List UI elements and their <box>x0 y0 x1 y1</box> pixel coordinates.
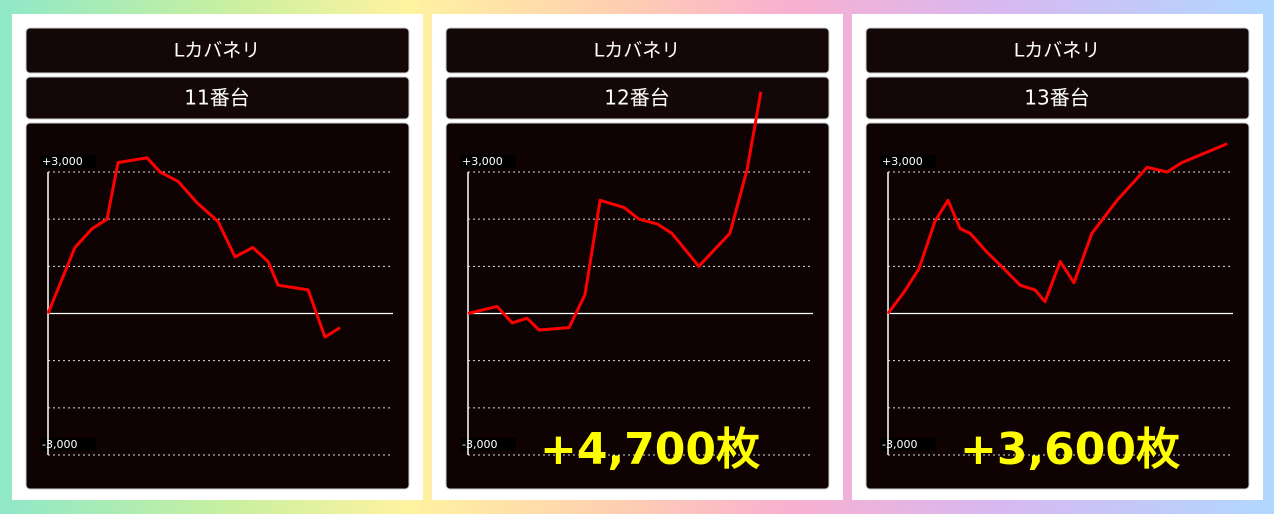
title: Lカバネリ <box>1014 40 1101 62</box>
tick-label-bg <box>460 438 516 451</box>
annotation: +3,600枚 <box>960 424 1180 475</box>
tick-label-bg <box>880 155 936 168</box>
y-tick-label: +3,000 <box>882 155 923 168</box>
data-line <box>46 156 341 339</box>
data-line <box>467 91 763 332</box>
title-bar <box>445 27 830 74</box>
subtitle: 11番台 <box>184 86 249 110</box>
y-tick-label: -3,000 <box>42 438 77 451</box>
y-tick-label: -3,000 <box>462 438 497 451</box>
tick-label-bg <box>40 155 96 168</box>
title: Lカバネリ <box>174 40 261 62</box>
subtitle: 13番台 <box>1024 86 1089 110</box>
data-line <box>886 142 1228 315</box>
chart-card: Lカバネリ 11番台 +3,000 -3,000 <box>12 14 423 500</box>
title: Lカバネリ <box>594 40 681 62</box>
subtitle-bar <box>25 76 410 120</box>
y-tick-label: -3,000 <box>882 438 917 451</box>
subtitle: 12番台 <box>604 86 669 110</box>
chart-card: Lカバネリ 12番台 +3,000 -3,000 +4,700枚 <box>432 14 843 500</box>
y-tick-label: +3,000 <box>462 155 503 168</box>
plot-panel <box>25 122 410 490</box>
plot-panel <box>445 122 830 490</box>
y-tick-label: +3,000 <box>42 155 83 168</box>
annotation: +4,700枚 <box>540 424 760 475</box>
tick-label-bg <box>880 438 936 451</box>
plot-panel <box>865 122 1250 490</box>
chart-card: Lカバネリ 13番台 +3,000 -3,000 +3,600枚 <box>852 14 1263 500</box>
subtitle-bar <box>865 76 1250 120</box>
title-bar <box>865 27 1250 74</box>
tick-label-bg <box>40 438 96 451</box>
title-bar <box>25 27 410 74</box>
tick-label-bg <box>460 155 516 168</box>
subtitle-bar <box>445 76 830 120</box>
